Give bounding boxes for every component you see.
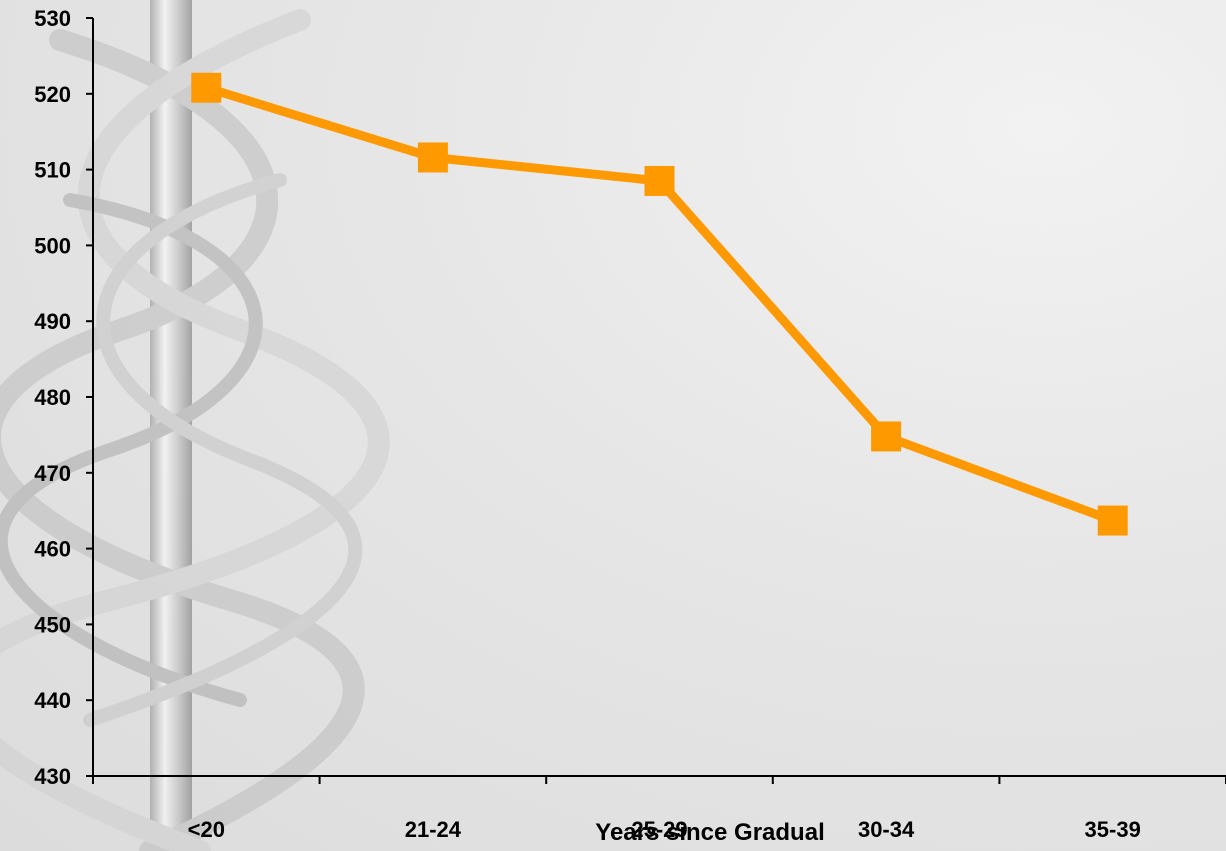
y-tick-label: 490: [34, 309, 71, 334]
data-point-marker: [1097, 505, 1128, 536]
y-tick-label: 480: [34, 385, 71, 410]
y-tick-label: 520: [34, 82, 71, 107]
x-tick-label: 21-24: [405, 817, 462, 842]
series-line: [204, 83, 1115, 525]
y-tick-label: 500: [34, 233, 71, 258]
data-point-marker: [417, 142, 448, 173]
data-point-marker: [191, 72, 222, 103]
x-tick-label: <20: [188, 817, 225, 842]
y-axis-ticks: 430 440 450 460 470 480 490 500 510 520 530: [34, 6, 93, 789]
plot-area: 430 440 450 460 470 480 490 500 510 520 530 <20 21-…: [34, 6, 1226, 846]
y-tick-label: 530: [34, 6, 71, 31]
y-tick-label: 470: [34, 461, 71, 486]
data-point-marker: [871, 421, 902, 452]
x-tick-label: 25-29: [631, 817, 687, 842]
caduceus-icon: [0, 0, 390, 851]
y-tick-label: 440: [34, 688, 71, 713]
y-tick-label: 450: [34, 612, 71, 637]
x-axis-ticks: <20 21-24 25-29 30-34 35-39: [92, 776, 1226, 842]
x-tick-label: 30-34: [858, 817, 915, 842]
x-tick-label: 35-39: [1085, 817, 1141, 842]
y-tick-label: 510: [34, 158, 71, 183]
series-group: [191, 72, 1128, 536]
data-point-marker: [644, 165, 675, 196]
x-axis-title: Years since Gradual: [595, 819, 824, 846]
y-tick-label: 430: [34, 764, 71, 789]
y-tick-label: 460: [34, 537, 71, 562]
